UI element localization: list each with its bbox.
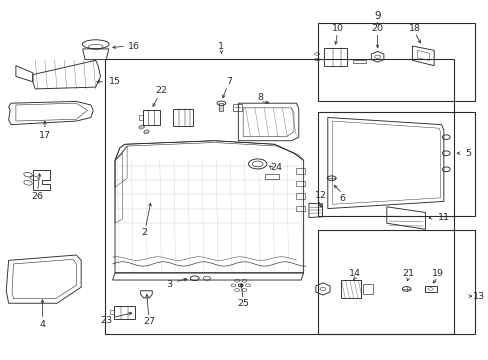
Text: 18: 18: [408, 24, 420, 33]
Bar: [318, 230, 474, 334]
Text: 6: 6: [339, 194, 345, 203]
Bar: [105, 59, 452, 334]
Text: 10: 10: [331, 24, 343, 33]
Text: 26: 26: [32, 192, 43, 201]
Bar: [110, 310, 114, 314]
Text: 25: 25: [237, 300, 249, 309]
Bar: [232, 104, 242, 111]
Text: 3: 3: [166, 280, 172, 289]
Bar: [142, 110, 160, 125]
Text: 20: 20: [371, 24, 383, 33]
Bar: [341, 280, 360, 298]
Text: 9: 9: [373, 12, 380, 21]
Bar: [296, 181, 305, 186]
Bar: [173, 109, 193, 126]
Text: 16: 16: [128, 41, 140, 50]
Bar: [424, 286, 436, 292]
Bar: [363, 284, 372, 294]
Text: 5: 5: [465, 149, 470, 158]
Text: 17: 17: [39, 131, 51, 140]
Text: 11: 11: [437, 213, 449, 222]
Text: 15: 15: [109, 77, 121, 86]
Text: 27: 27: [142, 317, 155, 326]
Bar: [114, 306, 135, 319]
Text: 1: 1: [218, 41, 224, 50]
Bar: [219, 103, 223, 111]
Text: 4: 4: [40, 320, 45, 329]
Bar: [296, 193, 305, 199]
Text: 8: 8: [257, 93, 263, 102]
Text: 12: 12: [314, 190, 326, 199]
Bar: [139, 114, 142, 120]
Bar: [318, 112, 474, 216]
Text: 22: 22: [155, 86, 166, 95]
Bar: [323, 48, 346, 66]
Text: 13: 13: [472, 292, 484, 301]
Bar: [296, 206, 305, 211]
Text: 24: 24: [269, 163, 282, 172]
Text: 2: 2: [141, 228, 147, 237]
Text: 21: 21: [402, 269, 414, 278]
Bar: [296, 168, 305, 174]
Text: 19: 19: [431, 269, 443, 278]
Bar: [318, 23, 474, 102]
Text: 23: 23: [101, 315, 113, 324]
Text: 7: 7: [226, 77, 232, 86]
Text: 14: 14: [348, 269, 361, 278]
